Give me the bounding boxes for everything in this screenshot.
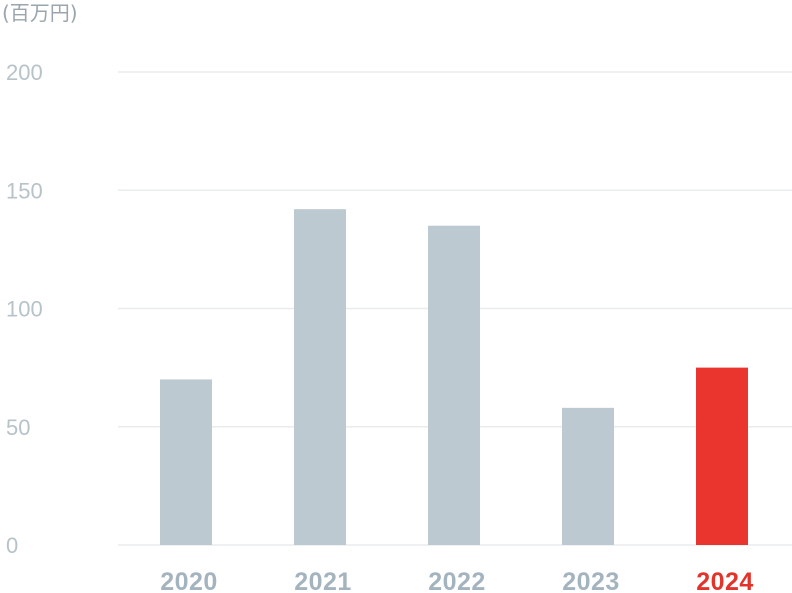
y-axis-tick-labels: 0 50 100 150 200 bbox=[6, 60, 43, 558]
bar-2022 bbox=[428, 225, 480, 545]
x-tick-label-2023: 2023 bbox=[562, 568, 620, 593]
y-tick-label: 0 bbox=[6, 533, 18, 558]
bar-2023 bbox=[562, 407, 614, 545]
y-tick-label: 100 bbox=[6, 297, 43, 322]
x-tick-label-2022: 2022 bbox=[428, 568, 486, 593]
bar-2020 bbox=[160, 379, 212, 545]
bars bbox=[160, 209, 748, 546]
x-axis-tick-labels: 2020 2021 2022 2023 2024 bbox=[160, 568, 754, 593]
y-tick-label: 50 bbox=[6, 415, 30, 440]
y-tick-label: 200 bbox=[6, 60, 43, 85]
bar-2024 bbox=[696, 367, 748, 545]
x-tick-label-2020: 2020 bbox=[160, 568, 218, 593]
x-tick-label-2021: 2021 bbox=[294, 568, 352, 593]
bar-2021 bbox=[294, 209, 346, 546]
y-tick-label: 150 bbox=[6, 178, 43, 203]
x-tick-label-2024: 2024 bbox=[696, 568, 754, 593]
y-unit-label: (百万円) bbox=[2, 1, 78, 25]
